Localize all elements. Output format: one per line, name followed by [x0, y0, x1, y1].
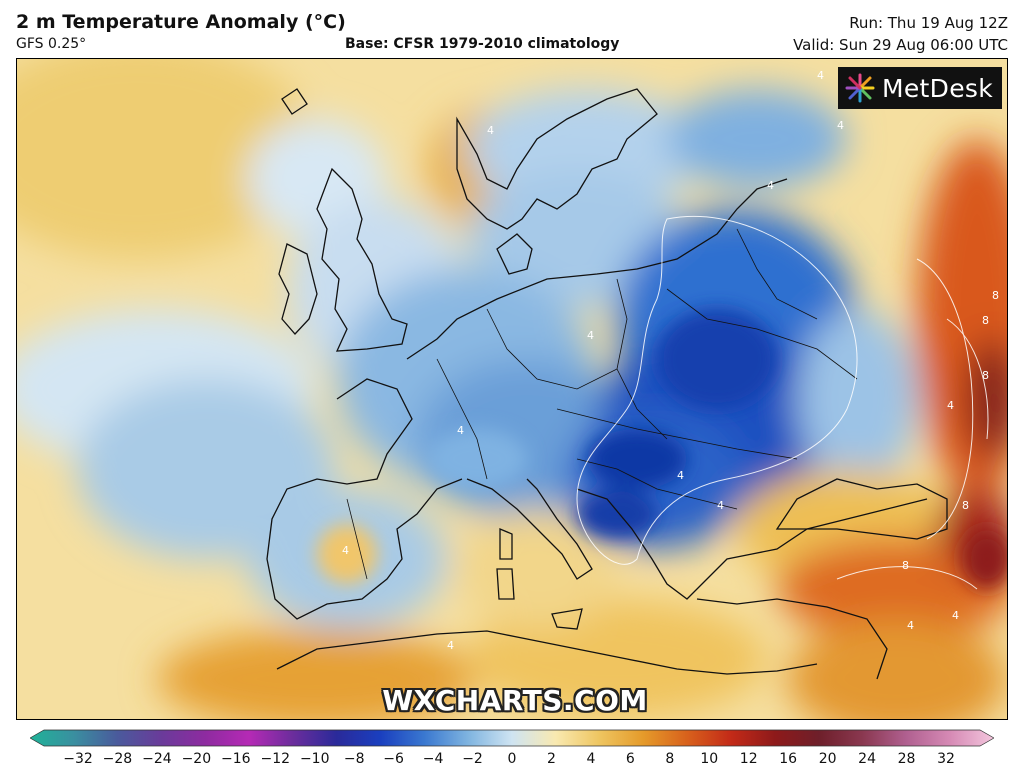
map-title: 2 m Temperature Anomaly (°C)	[16, 11, 346, 33]
contour-label: 4	[677, 469, 684, 482]
anomaly-detail-layer	[317, 309, 1007, 589]
north-africa-coast	[276, 630, 818, 675]
colorbar-tick-label: 8	[665, 751, 675, 767]
contour-label: 4	[907, 619, 914, 632]
border-balkans	[576, 458, 738, 510]
contour-label: 4	[947, 399, 954, 412]
contour-label: 4	[457, 424, 464, 437]
model-label: GFS 0.25°	[16, 36, 87, 52]
contour-plus4-east	[916, 258, 974, 540]
border-belarus-ukraine	[666, 288, 858, 380]
sicily-outline	[551, 608, 583, 630]
contour-label: 4	[837, 119, 844, 132]
colorbar-tick-label: 6	[625, 751, 635, 767]
metdesk-logo-text: MetDesk	[882, 73, 993, 103]
contour-label: 8	[962, 499, 969, 512]
denmark-outline	[496, 233, 533, 275]
contour-label: 8	[902, 559, 909, 572]
border-baltic	[736, 228, 818, 320]
colorbar-tick-label: 32	[937, 751, 955, 767]
sardinia-outline	[496, 568, 515, 600]
colorbar-tick-label: 16	[779, 751, 798, 767]
contour-lines	[576, 216, 989, 590]
colorbar-tick-label: 0	[507, 751, 517, 767]
italy-outline	[466, 478, 593, 580]
border-germany-poland	[486, 308, 618, 390]
colorbar-gradient	[30, 729, 994, 747]
black-sea-outline	[775, 478, 948, 540]
contour-label: 4	[587, 329, 594, 342]
colorbar-tick-label: 20	[818, 751, 837, 767]
ireland-outline	[278, 243, 318, 335]
border-poland-east	[616, 278, 668, 440]
colorbar-tick-label: −24	[142, 751, 172, 767]
climatology-base-label: Base: CFSR 1979-2010 climatology	[345, 36, 620, 52]
contour-label: 4	[952, 609, 959, 622]
colorbar-tick-label: −8	[343, 751, 365, 767]
border-central	[556, 408, 798, 460]
valid-time-label: Valid: Sun 29 Aug 06:00 UTC	[793, 36, 1008, 54]
corsica-outline	[499, 528, 513, 560]
colorbar-tick-label: 28	[897, 751, 916, 767]
contour-labels: 4 4 4 4 4 4 4 4 4 4 8 8 8 8 8 4 4 4	[342, 69, 999, 652]
border-france-germany	[436, 358, 488, 480]
run-time-label: Run: Thu 19 Aug 12Z	[849, 14, 1008, 32]
contour-plus8-east	[946, 318, 989, 440]
metdesk-burst-icon	[845, 73, 875, 103]
colorbar-tick-label: −2	[462, 751, 483, 767]
colorbar-tick-label: −10	[299, 751, 330, 767]
contour-label: 4	[717, 499, 724, 512]
balkans-coast	[576, 488, 928, 600]
contour-label: 4	[767, 179, 774, 192]
colorbar-tick-label: −32	[63, 751, 93, 767]
contour-label: 4	[447, 639, 454, 652]
faroe-outline	[281, 88, 308, 115]
colorbar-tick-label: −28	[102, 751, 133, 767]
coastlines	[266, 88, 948, 680]
contour-label: 4	[487, 124, 494, 137]
colorbar-tick-label: 2	[546, 751, 556, 767]
colorbar-tick-label: −16	[221, 751, 251, 767]
colorbar-tick-label: 12	[739, 751, 758, 767]
contour-plus4-south	[836, 566, 978, 590]
iberia-france-coast	[266, 378, 463, 620]
anatolia-coast	[696, 598, 888, 680]
contour-label: 8	[982, 314, 989, 327]
colorbar-tick-label: −6	[383, 751, 404, 767]
colorbar-tick-label: 4	[586, 751, 596, 767]
contour-label: 4	[342, 544, 349, 557]
country-borders	[346, 228, 858, 580]
contour-label: 8	[992, 289, 999, 302]
anomaly-map: 4 4 4 4 4 4 4 4 4 4 8 8 8 8 8 4 4 4	[16, 58, 1008, 720]
great-britain-outline	[316, 167, 408, 352]
colorbar-tick-label: −4	[422, 751, 444, 767]
colorbar-tick-label: −12	[260, 751, 291, 767]
wxcharts-watermark: WXCHARTS.COM	[382, 684, 648, 717]
scandinavia-outline	[456, 88, 658, 230]
colorbar	[30, 729, 994, 747]
anomaly-fill-layer	[17, 59, 1007, 719]
border-spain-portugal	[346, 498, 368, 580]
colorbar-tick-label: 24	[858, 751, 876, 767]
colorbar-tick-label: −20	[181, 751, 212, 767]
contour-label: 4	[817, 69, 824, 82]
contour-minus4	[576, 216, 858, 565]
north-coast	[406, 178, 788, 360]
anomaly-map-svg: 4 4 4 4 4 4 4 4 4 4 8 8 8 8 8 4 4 4	[17, 59, 1007, 719]
metdesk-logo: MetDesk	[838, 67, 1002, 109]
contour-label: 8	[982, 369, 989, 382]
colorbar-tick-label: 10	[700, 751, 719, 767]
